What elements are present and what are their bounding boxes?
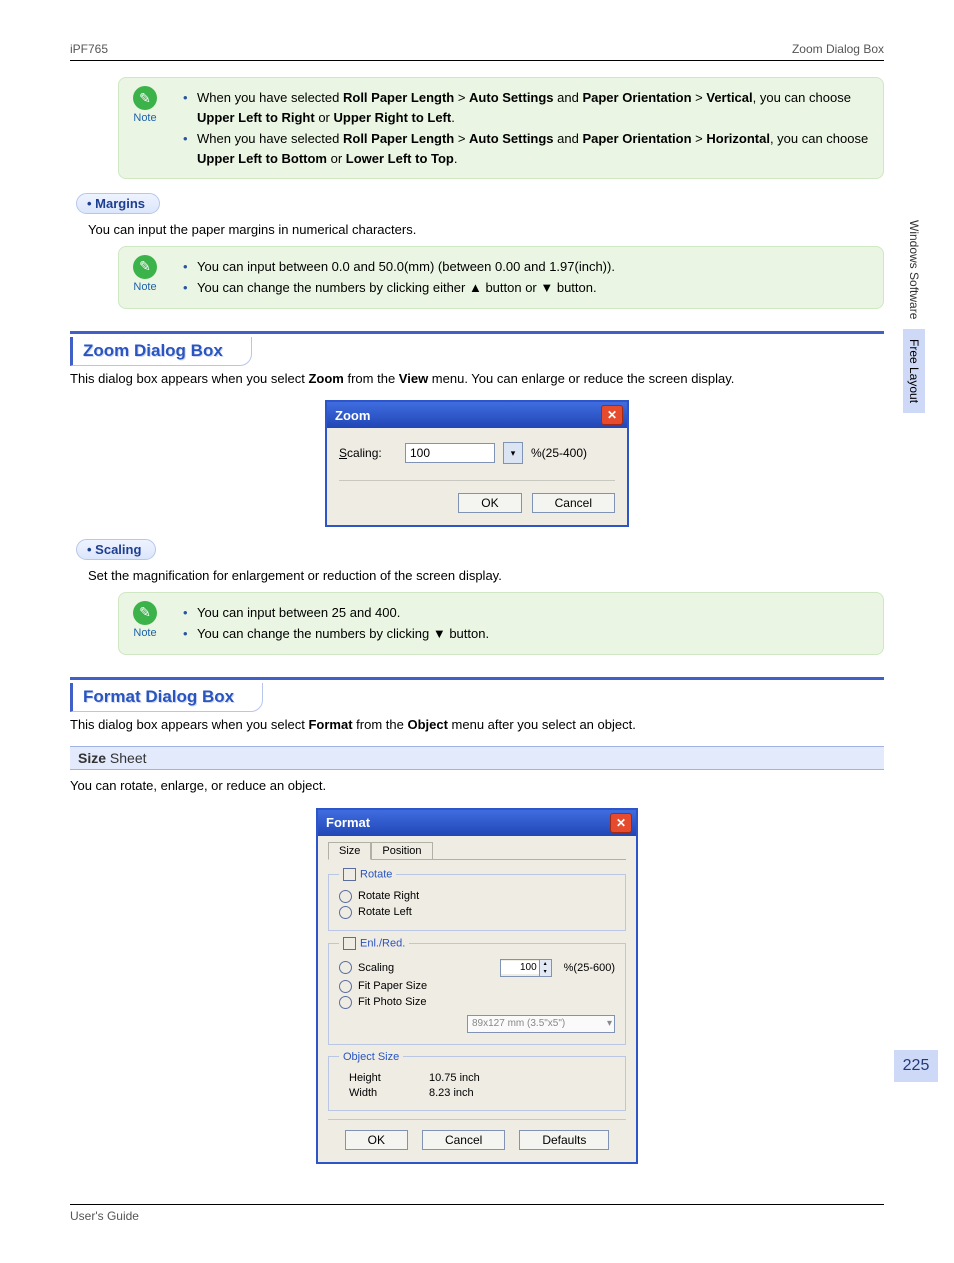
note-item: You can input between 25 and 400. bbox=[187, 603, 871, 623]
ok-button[interactable]: OK bbox=[345, 1130, 408, 1150]
note-item: When you have selected Roll Paper Length… bbox=[187, 88, 871, 127]
note-label: Note bbox=[133, 281, 156, 293]
object-size-group: Object Size Height10.75 inch Width8.23 i… bbox=[328, 1051, 626, 1111]
note-item: You can input between 0.0 and 50.0(mm) (… bbox=[187, 257, 871, 277]
tab-size[interactable]: Size bbox=[328, 842, 371, 860]
size-sheet-heading: Size Sheet bbox=[70, 746, 884, 770]
zoom-desc: This dialog box appears when you select … bbox=[70, 369, 884, 389]
rotate-left-label: Rotate Left bbox=[358, 906, 412, 918]
dropdown-button[interactable]: ▾ bbox=[503, 442, 523, 464]
photo-size-select[interactable]: 89x127 mm (3.5"x5")▾ bbox=[467, 1015, 615, 1033]
dialog-title: Format bbox=[326, 815, 370, 830]
note-item: You can change the numbers by clicking e… bbox=[187, 278, 871, 298]
radio-fit-paper[interactable] bbox=[339, 980, 352, 993]
scaling-input[interactable] bbox=[405, 443, 495, 463]
note-box-scaling: ✎ Note You can input between 25 and 400.… bbox=[118, 592, 884, 655]
side-tab-free-layout[interactable]: Free Layout bbox=[903, 329, 925, 413]
section-title-zoom: Zoom Dialog Box bbox=[70, 337, 252, 366]
header-right: Zoom Dialog Box bbox=[792, 42, 884, 56]
page-number: 225 bbox=[894, 1050, 938, 1082]
scaling-value-input[interactable] bbox=[501, 961, 539, 974]
width-value: 8.23 inch bbox=[429, 1087, 474, 1099]
height-value: 10.75 inch bbox=[429, 1072, 480, 1084]
radio-fit-photo[interactable] bbox=[339, 996, 352, 1009]
ok-button[interactable]: OK bbox=[458, 493, 521, 513]
size-sheet-text: You can rotate, enlarge, or reduce an ob… bbox=[70, 776, 884, 796]
format-desc: This dialog box appears when you select … bbox=[70, 715, 884, 735]
cancel-button[interactable]: Cancel bbox=[532, 493, 615, 513]
scaling-text: Set the magnification for enlargement or… bbox=[88, 566, 884, 586]
side-tabs: Windows Software Free Layout bbox=[896, 210, 932, 413]
zoom-dialog: Zoom ✕ Scaling: ▾ %(25-400) OK Cancel bbox=[325, 400, 629, 527]
note-box-orientation: ✎ Note When you have selected Roll Paper… bbox=[118, 77, 884, 179]
defaults-button[interactable]: Defaults bbox=[519, 1130, 609, 1150]
close-button[interactable]: ✕ bbox=[610, 813, 632, 833]
page-footer: User's Guide bbox=[70, 1204, 884, 1223]
side-tab-windows-software[interactable]: Windows Software bbox=[903, 210, 925, 329]
tab-position[interactable]: Position bbox=[371, 842, 432, 859]
height-label: Height bbox=[349, 1072, 399, 1084]
radio-scaling[interactable] bbox=[339, 961, 352, 974]
note-box-margins: ✎ Note You can input between 0.0 and 50.… bbox=[118, 246, 884, 309]
rotate-group: Rotate Rotate Right Rotate Left bbox=[328, 868, 626, 931]
footer-left: User's Guide bbox=[70, 1209, 139, 1223]
margins-chip: Margins bbox=[76, 193, 160, 214]
note-item: You can change the numbers by clicking ▼… bbox=[187, 624, 871, 644]
note-icon: ✎ bbox=[133, 601, 157, 625]
enlred-group: Enl./Red. Scaling ▴▾ %(25-600) Fit Paper… bbox=[328, 937, 626, 1045]
scaling-opt-label: Scaling bbox=[358, 962, 394, 974]
header-left: iPF765 bbox=[70, 42, 108, 56]
note-label: Note bbox=[133, 627, 156, 639]
scaling-spinner[interactable]: ▴▾ bbox=[500, 959, 552, 977]
margins-text: You can input the paper margins in numer… bbox=[88, 220, 884, 240]
fit-paper-label: Fit Paper Size bbox=[358, 980, 427, 992]
scaling-chip: Scaling bbox=[76, 539, 156, 560]
note-item: When you have selected Roll Paper Length… bbox=[187, 129, 871, 168]
scaling-label: Scaling: bbox=[339, 446, 397, 460]
dialog-title: Zoom bbox=[335, 408, 370, 423]
radio-rotate-right[interactable] bbox=[339, 890, 352, 903]
section-title-format: Format Dialog Box bbox=[70, 683, 263, 712]
radio-rotate-left[interactable] bbox=[339, 906, 352, 919]
page-header: iPF765 Zoom Dialog Box bbox=[70, 42, 884, 61]
scaling-range: %(25-400) bbox=[531, 446, 587, 460]
format-dialog: Format ✕ Size Position Rotate Rotate Rig… bbox=[316, 808, 638, 1164]
close-button[interactable]: ✕ bbox=[601, 405, 623, 425]
rotate-right-label: Rotate Right bbox=[358, 890, 419, 902]
note-label: Note bbox=[133, 112, 156, 124]
note-icon: ✎ bbox=[133, 255, 157, 279]
note-icon: ✎ bbox=[133, 86, 157, 110]
width-label: Width bbox=[349, 1087, 399, 1099]
fit-photo-label: Fit Photo Size bbox=[358, 996, 426, 1008]
cancel-button[interactable]: Cancel bbox=[422, 1130, 505, 1150]
scaling-range-label: %(25-600) bbox=[564, 962, 615, 974]
